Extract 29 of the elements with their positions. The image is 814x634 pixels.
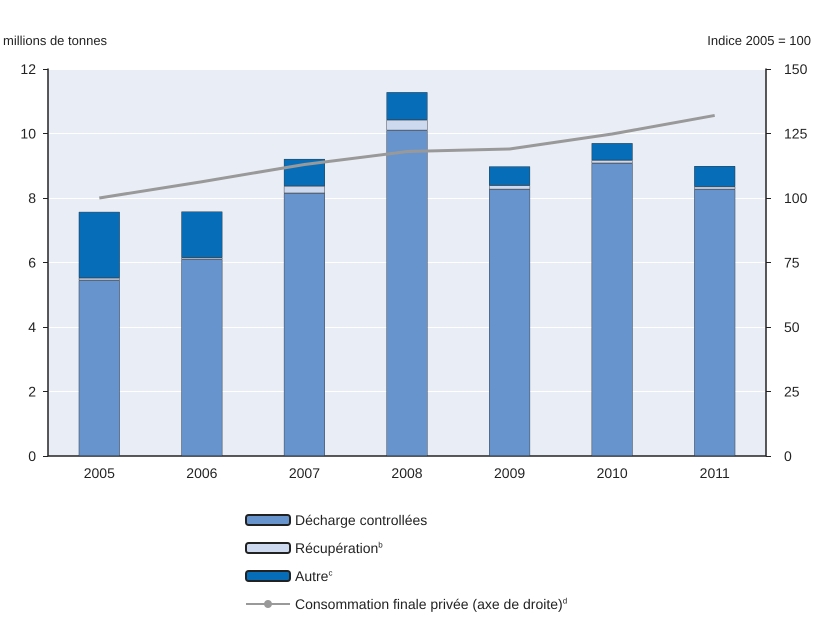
bar	[78, 212, 120, 278]
y2-tick-label: 75	[784, 254, 800, 270]
y-tick-label: 12	[20, 61, 36, 77]
y2-tick-label: 150	[784, 61, 808, 77]
y-tick-label: 6	[28, 254, 36, 270]
x-tick-label: 2011	[700, 465, 730, 481]
y-tick-label: 0	[28, 448, 36, 464]
x-tick-label: 2010	[596, 465, 628, 481]
y-tick-label: 2	[28, 384, 36, 400]
y2-tick-label: 50	[784, 319, 800, 335]
y2-tick-label: 125	[784, 126, 808, 142]
y2-tick-label: 100	[784, 190, 808, 206]
legend-label: Décharge controllées	[295, 512, 428, 528]
y-tick-label: 4	[28, 319, 36, 335]
x-tick-label: 2006	[186, 465, 218, 481]
x-tick-label: 2008	[391, 465, 423, 481]
x-tick-label: 2009	[494, 465, 526, 481]
x-tick-label: 2005	[84, 465, 116, 481]
y-axis-title: millions de tonnes	[3, 33, 108, 48]
y-tick-label: 10	[20, 126, 36, 142]
bar	[489, 166, 530, 186]
line-series	[98, 114, 716, 200]
y2-axis-title: Indice 2005 = 100	[707, 33, 811, 48]
y-tick-label: 8	[28, 190, 36, 206]
bar	[694, 166, 736, 187]
bar	[592, 143, 633, 160]
y2-tick-label: 0	[784, 448, 792, 464]
y2-tick-label: 25	[784, 384, 800, 400]
x-tick-label: 2007	[288, 465, 320, 481]
